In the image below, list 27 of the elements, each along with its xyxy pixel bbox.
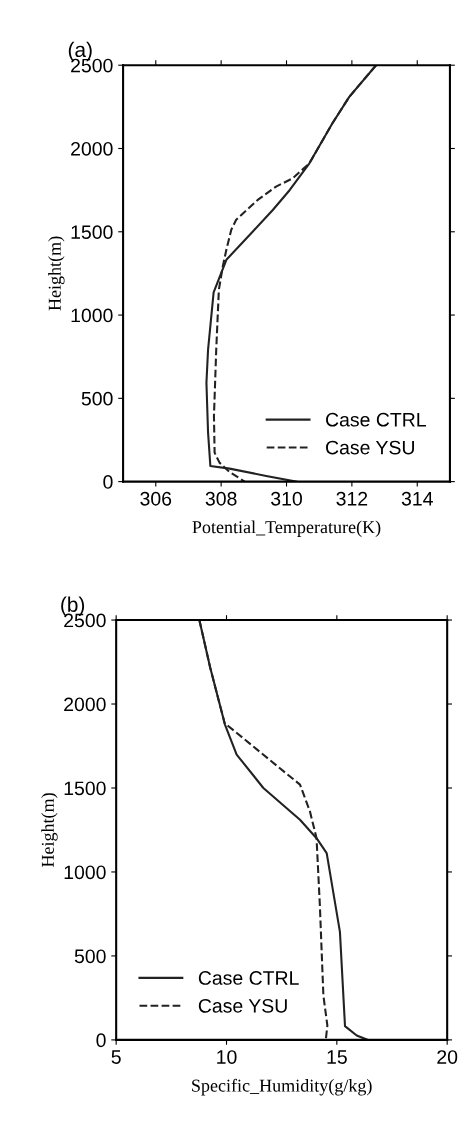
y-tick-label: 2000 (71, 141, 113, 156)
legend-label: Case YSU (198, 998, 287, 1013)
legend-label: Case CTRL (326, 412, 426, 427)
y-axis-title: Height(m) (41, 793, 58, 868)
y-tick-label: 1000 (64, 865, 106, 880)
x-tick-label: 306 (140, 491, 172, 506)
x-tick-label: 312 (336, 491, 368, 506)
x-tick-label: 5 (111, 1050, 121, 1064)
x-axis-title: Specific_Humidity(g/kg) (192, 1078, 372, 1096)
legend-label: Case YSU (326, 440, 414, 455)
x-tick-label: 310 (271, 491, 302, 506)
y-tick-label: 2000 (64, 697, 106, 712)
x-tick-label: 20 (437, 1050, 458, 1064)
x-axis-title: Potential_Temperature(K) (192, 520, 381, 537)
x-tick-label: 10 (217, 1050, 237, 1064)
y-tick-label: 0 (96, 1033, 106, 1048)
y-tick-label: 0 (103, 475, 113, 489)
y-tick-label: 1000 (71, 308, 113, 323)
y-tick-label: 500 (74, 949, 106, 964)
x-tick-label: 308 (205, 491, 237, 506)
legend-label: Case CTRL (198, 971, 299, 985)
y-tick-label: 1500 (71, 225, 113, 240)
y-tick-label: 1500 (64, 781, 106, 796)
x-tick-label: 15 (327, 1050, 347, 1064)
y-axis-title: Height(m) (48, 236, 65, 311)
x-tick-label: 314 (401, 491, 433, 506)
y-tick-label: 500 (81, 391, 113, 406)
